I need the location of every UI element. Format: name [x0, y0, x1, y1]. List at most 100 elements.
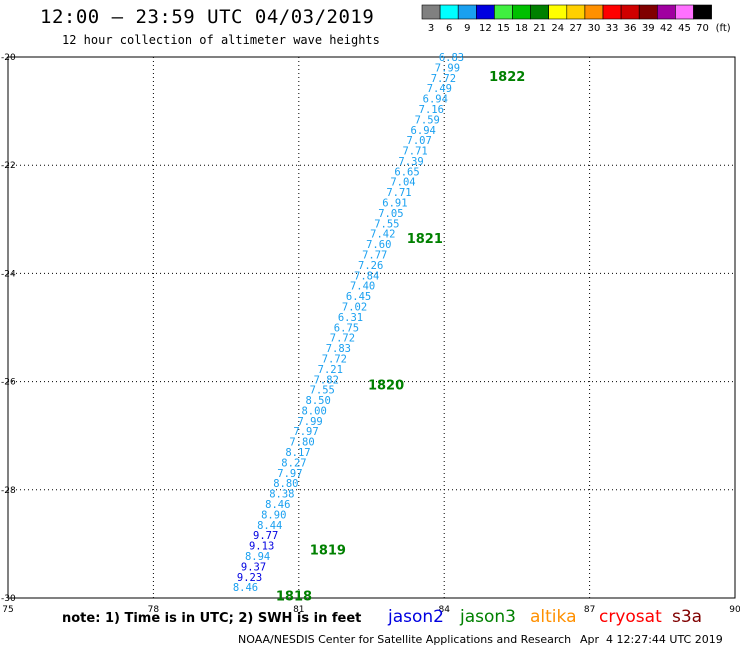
- legend-label: 12: [479, 23, 492, 34]
- swh-value: 7.82: [314, 374, 339, 386]
- satellite-altika: altika: [530, 607, 577, 627]
- legend-swatch: [620, 4, 640, 20]
- swh-value: 8.90: [261, 509, 286, 521]
- x-tick-label: 84: [438, 605, 450, 615]
- swh-value: 7.99: [435, 62, 460, 74]
- swh-value: 7.84: [354, 270, 379, 282]
- swh-value: 7.05: [378, 208, 403, 220]
- axis-ticks: 75 78 81 84 87 90 -20 -22 -24 -26 -28 -30: [1, 53, 740, 615]
- plot-grid: [8, 57, 735, 598]
- legend-swatch: [548, 4, 568, 20]
- swh-value: 6.45: [346, 291, 371, 303]
- swh-value: 7.72: [330, 333, 355, 345]
- hour-marker: 1819: [310, 543, 346, 558]
- swh-value: 7.42: [370, 229, 395, 241]
- swh-value: 8.38: [269, 489, 294, 501]
- swh-value: 7.72: [431, 73, 456, 85]
- y-tick-label: -30: [1, 594, 16, 604]
- y-tick-label: -20: [1, 53, 16, 63]
- hour-marker: 1818: [276, 589, 312, 604]
- swh-value: 7.97: [277, 468, 302, 480]
- swh-values: 8.469.239.378.949.139.778.448.908.468.38…: [233, 52, 464, 594]
- legend-label: 30: [588, 23, 601, 34]
- legend-label: 3: [428, 23, 434, 34]
- legend-unit: (ft): [716, 23, 731, 34]
- legend-label: 45: [678, 23, 691, 34]
- legend-label: 27: [569, 23, 582, 34]
- satellite-jason3: jason3: [460, 607, 516, 627]
- swh-value: 6.75: [334, 322, 359, 334]
- legend-swatch: [693, 4, 712, 20]
- swh-value: 7.55: [310, 385, 335, 397]
- legend-label: 24: [551, 23, 564, 34]
- legend-label: 42: [660, 23, 673, 34]
- swh-value: 9.37: [241, 561, 266, 573]
- hour-markers: 1818 1819 1820 1821 1822: [276, 70, 525, 604]
- swh-value: 6.94: [423, 94, 448, 106]
- legend-swatch: [584, 4, 604, 20]
- legend-label: 39: [642, 23, 655, 34]
- swh-value: 8.46: [233, 582, 258, 594]
- legend-swatch: [530, 4, 549, 20]
- chart-title: 12:00 – 23:59 UTC 04/03/2019: [40, 6, 375, 28]
- legend-label: 15: [497, 23, 510, 34]
- credit-line: NOAA/NESDIS Center for Satellite Applica…: [238, 633, 572, 646]
- legend-label: 33: [606, 23, 619, 34]
- swh-value: 9.23: [237, 572, 262, 584]
- swh-value: 7.60: [366, 239, 391, 251]
- swh-value: 7.26: [358, 260, 383, 272]
- legend-swatch: [475, 4, 495, 20]
- swh-value: 7.71: [386, 187, 411, 199]
- hour-marker: 1820: [368, 378, 404, 393]
- swh-value: 7.40: [350, 281, 375, 293]
- x-tick-label: 90: [729, 605, 740, 615]
- swh-value: 7.59: [415, 114, 440, 126]
- swh-value: 9.13: [249, 541, 274, 553]
- hour-marker: 1822: [489, 70, 525, 85]
- legend-swatch: [602, 4, 622, 20]
- swh-value: 7.39: [398, 156, 423, 168]
- legend-label: 36: [624, 23, 637, 34]
- x-tick-label: 78: [148, 605, 160, 615]
- legend-swatch: [638, 4, 658, 20]
- swh-value: 7.16: [419, 104, 444, 116]
- footer-note: note: 1) Time is in UTC; 2) SWH is in fe…: [62, 611, 362, 626]
- legend-swatch: [675, 4, 694, 20]
- satellite-s3a: s3a: [672, 607, 703, 627]
- legend-swatch: [512, 4, 531, 20]
- legend-swatch: [421, 4, 441, 20]
- plot-frame: [7, 56, 736, 599]
- swh-value: 8.80: [273, 478, 298, 490]
- swh-value: 7.49: [427, 83, 452, 95]
- color-legend: 3 6 9 12 15 18 21 24 27 30 33 36 39 42 45 70 (ft): [421, 4, 731, 34]
- generation-timestamp: Apr 4 12:27:44 UTC 2019: [580, 633, 723, 646]
- legend-swatch: [494, 4, 513, 20]
- x-tick-label: 87: [584, 605, 595, 615]
- swh-value: 8.17: [285, 447, 310, 459]
- swh-value: 7.80: [289, 437, 314, 449]
- y-tick-label: -28: [1, 486, 16, 496]
- legend-label: 18: [515, 23, 528, 34]
- swh-value: 8.27: [281, 457, 306, 469]
- swh-value: 6.91: [382, 198, 407, 210]
- chart-subtitle: 12 hour collection of altimeter wave hei…: [62, 33, 380, 47]
- swh-value: 8.00: [301, 405, 326, 417]
- legend-label: 70: [696, 23, 709, 34]
- legend-swatch: [656, 4, 676, 20]
- legend-label: 21: [533, 23, 546, 34]
- swh-value: 7.77: [362, 250, 387, 262]
- legend-label: 6: [446, 23, 452, 34]
- swh-value: 6.83: [439, 52, 464, 64]
- swh-value: 7.55: [374, 218, 399, 230]
- satellite-cryosat: cryosat: [599, 607, 662, 627]
- x-tick-label: 75: [2, 605, 13, 615]
- swh-value: 9.77: [253, 530, 278, 542]
- swh-value: 7.07: [407, 135, 432, 147]
- y-tick-label: -26: [1, 378, 16, 388]
- hour-marker: 1821: [407, 232, 443, 247]
- satellite-jason2: jason2: [388, 607, 444, 627]
- swh-value: 8.46: [265, 499, 290, 511]
- swh-value: 8.50: [306, 395, 331, 407]
- swh-value: 8.94: [245, 551, 270, 563]
